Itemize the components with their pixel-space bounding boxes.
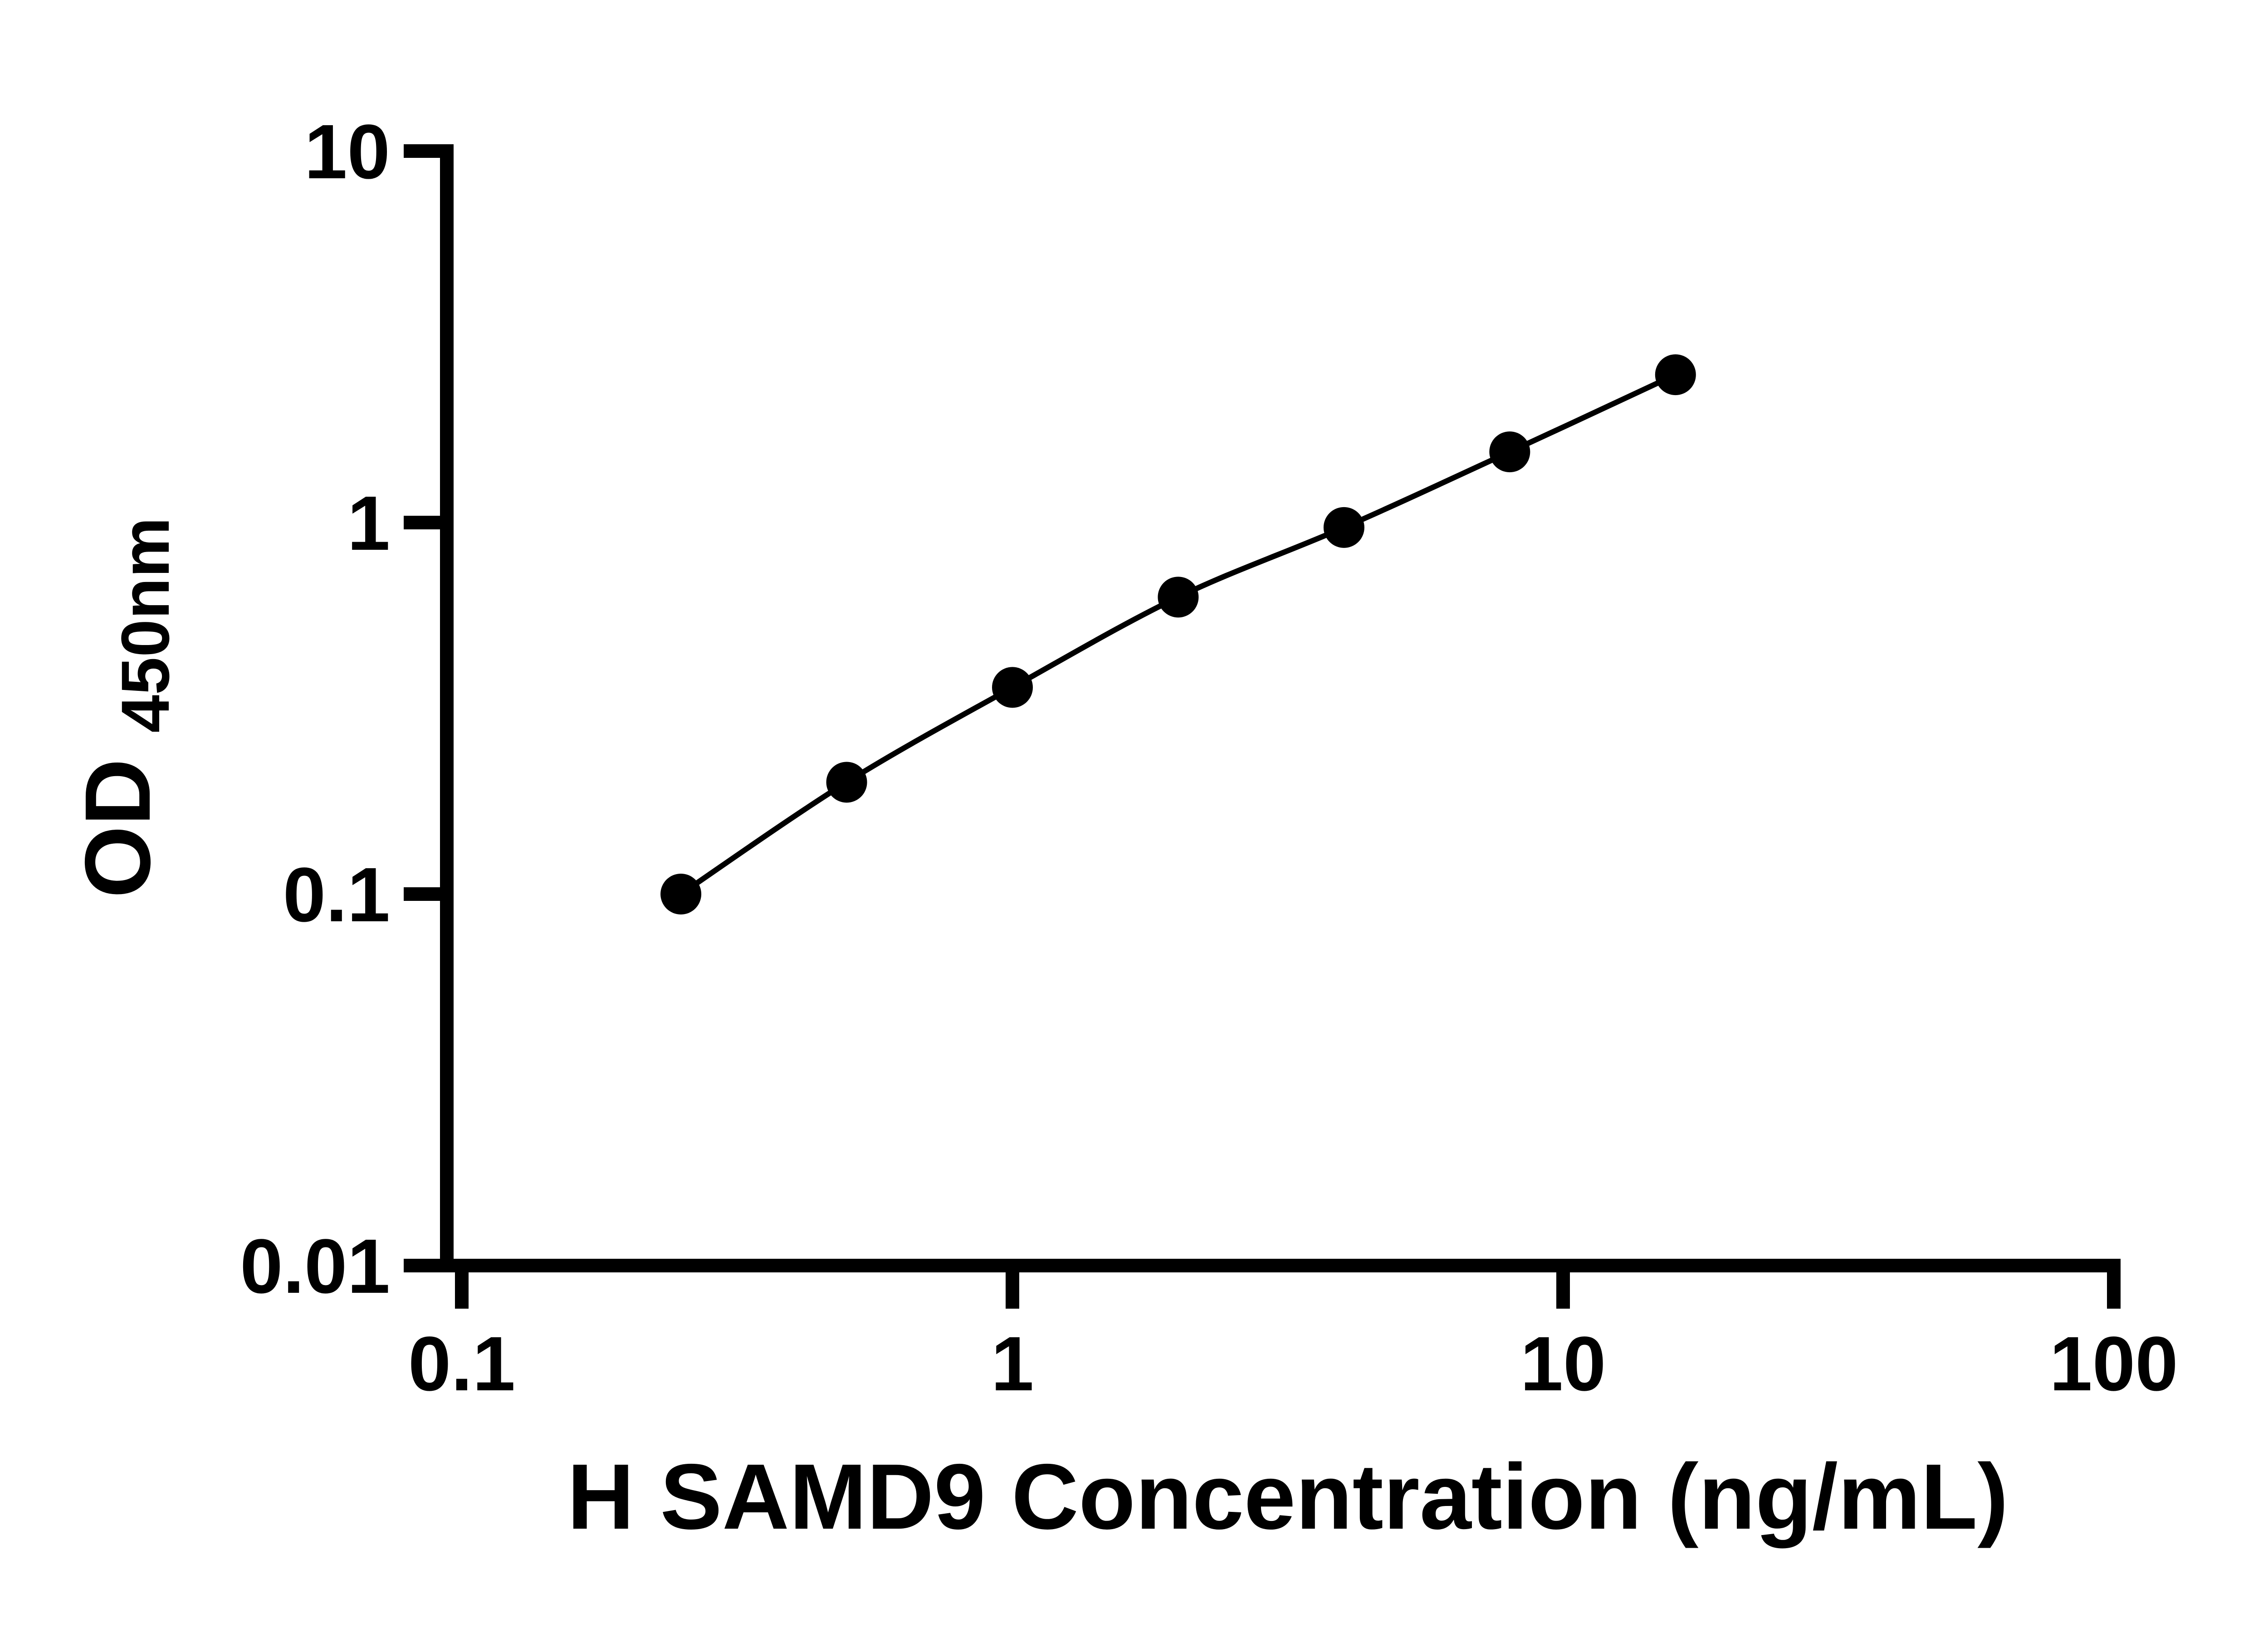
- y-tick-label: 10: [304, 109, 390, 195]
- y-axis-title: OD 450nm: [66, 517, 183, 898]
- y-tick-label: 1: [347, 480, 390, 567]
- data-point: [1323, 507, 1364, 548]
- data-point: [826, 762, 867, 803]
- data-point: [1655, 354, 1696, 396]
- data-point: [1158, 577, 1199, 618]
- data-point: [660, 874, 702, 914]
- x-tick-label: 100: [2049, 1321, 2178, 1407]
- y-axis-title-sub: 450nm: [107, 517, 183, 733]
- x-axis-title: H SAMD9 Concentration (ng/mL): [567, 1445, 2008, 1549]
- y-tick-label: 0.01: [240, 1223, 390, 1310]
- y-tick-label: 0.1: [283, 852, 390, 938]
- data-point: [1489, 431, 1530, 473]
- data-point: [992, 667, 1033, 708]
- x-tick-label: 1: [991, 1321, 1034, 1407]
- x-tick-label: 10: [1520, 1321, 1606, 1407]
- y-axis-title-main: OD: [66, 758, 170, 898]
- x-tick-label: 0.1: [408, 1321, 515, 1407]
